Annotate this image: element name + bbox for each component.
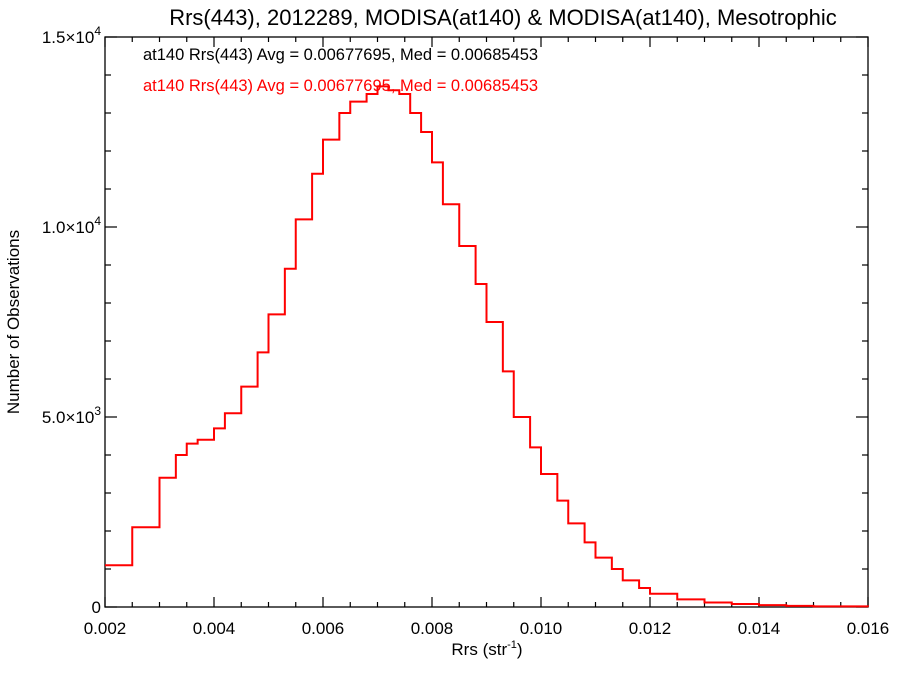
x-tick-label: 0.012 [629,619,672,638]
x-tick-label: 0.008 [411,619,454,638]
axis-ticks [104,36,869,608]
x-axis-label: Rrs (str-1) [451,639,522,659]
y-tick-label: 5.0×103 [42,404,101,427]
chart-title: Rrs(443), 2012289, MODISA(at140) & MODIS… [169,5,837,30]
x-tick-label: 0.002 [84,619,127,638]
x-tick-label: 0.004 [193,619,236,638]
x-tick-labels: 0.002 0.004 0.006 0.008 0.010 0.012 0.014 0.016 [84,619,890,638]
y-tick-label: 0 [92,598,101,617]
histogram-series-line [105,85,869,608]
y-axis-label: Number of Observations [4,230,23,414]
series-layer [104,85,869,608]
y-tick-label: 1.5×104 [42,24,101,47]
x-tick-label: 0.010 [520,619,563,638]
x-tick-label: 0.006 [302,619,345,638]
x-tick-label: 0.014 [738,619,781,638]
x-tick-label: 0.016 [847,619,890,638]
y-tick-label: 1.0×104 [42,214,101,237]
stats-annotation-red: at140 Rrs(443) Avg = 0.00677695, Med = 0… [143,77,538,95]
stats-annotation-black: at140 Rrs(443) Avg = 0.00677695, Med = 0… [143,46,538,64]
y-tick-labels: 0 5.0×103 1.0×104 1.5×104 [42,24,101,617]
